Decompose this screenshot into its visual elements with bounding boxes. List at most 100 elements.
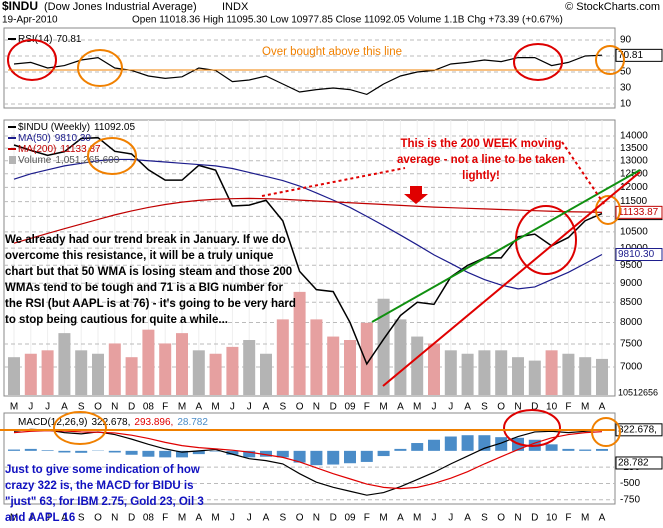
histogram-bar [377, 450, 390, 457]
value-tag: 11133.87 [615, 205, 663, 219]
x-tick-label: M [211, 513, 219, 524]
volume-tag: 10512656 [618, 387, 658, 397]
x-tick-label: N [514, 402, 521, 413]
volume-bar [310, 319, 323, 395]
histogram-bar [75, 450, 88, 453]
legend-name: Volume [18, 155, 52, 166]
x-tick-label: 08 [143, 513, 155, 524]
histogram-bar [125, 450, 138, 455]
macd-comment: Just to give some indication of how craz… [5, 464, 204, 524]
x-tick-label: A [599, 402, 606, 413]
series-line [13, 197, 603, 244]
x-tick-label: J [45, 402, 50, 413]
tag-label: 70.81 [618, 50, 643, 61]
x-tick-label: J [230, 513, 235, 524]
x-tick-label: A [464, 402, 471, 413]
legend-entry: RSI(14) 70.81 [18, 34, 82, 45]
y-tick-label: 9500 [620, 260, 643, 271]
x-tick-label: O [296, 402, 304, 413]
histogram-bar [310, 450, 323, 466]
x-tick-label: S [78, 513, 85, 524]
histogram-bar [260, 450, 272, 457]
x-tick-label: J [247, 402, 252, 413]
volume-bar [512, 357, 524, 395]
volume-bar [192, 350, 205, 395]
volume-bar [579, 357, 592, 395]
quote: Open 11018.36 High 11095.30 Low 10977.85… [132, 15, 563, 26]
volume-bar [293, 291, 306, 395]
x-tick-label: N [111, 513, 118, 524]
histogram-bar [58, 450, 71, 453]
volume-bar [108, 343, 121, 395]
volume-bar [394, 319, 407, 395]
y-tick-label: -750 [620, 494, 640, 505]
y-tick-label: 9000 [620, 278, 643, 289]
x-tick-label: D [330, 402, 337, 413]
pointer-line [561, 141, 605, 205]
date: 19-Apr-2010 [2, 15, 58, 26]
legend-name: $INDU (Weekly) [18, 122, 90, 133]
trend-line [371, 169, 641, 323]
x-tick-label: O [94, 513, 102, 524]
histogram-bar [360, 450, 373, 462]
histogram-bar [24, 448, 37, 451]
circle [87, 137, 137, 175]
y-tick-label: 8000 [620, 317, 643, 328]
histogram-bar [495, 437, 508, 451]
volume-bar [92, 353, 104, 395]
x-tick-label: 10 [546, 513, 558, 524]
x-tick-label: D [128, 513, 135, 524]
circle [7, 39, 57, 81]
source: © StockCharts.com [565, 1, 660, 13]
x-tick-label: M [413, 513, 421, 524]
histogram-bar [159, 450, 172, 458]
x-tick-label: O [94, 402, 102, 413]
legend-entry: $INDU (Weekly) 11092.05 [18, 122, 135, 133]
value-tag: 9810.30 [615, 248, 663, 262]
y-tick-label: 30 [620, 83, 632, 94]
tag-label: 11133.87 [618, 207, 659, 218]
x-tick-label: M [379, 402, 387, 413]
x-tick-label: S [279, 513, 286, 524]
y-tick-label: 13000 [620, 155, 648, 166]
y-tick-label: 50 [620, 67, 632, 78]
x-tick-label: F [565, 513, 571, 524]
circle [77, 49, 123, 87]
y-tick-label: 7000 [620, 362, 643, 373]
x-tick-label: M [10, 402, 18, 413]
volume-bar [41, 350, 54, 395]
volume-bar [243, 340, 256, 395]
volume-bar [545, 350, 558, 395]
x-tick-label: J [230, 402, 235, 413]
volume-bar [444, 350, 457, 395]
histogram-bar [545, 444, 558, 451]
volume-bar [260, 353, 272, 395]
x-tick-label: A [397, 402, 404, 413]
x-tick-label: D [531, 513, 538, 524]
volume-bar [528, 360, 541, 395]
legend-value: 70.81 [56, 34, 81, 45]
x-tick-label: O [497, 402, 505, 413]
volume-bar [8, 357, 20, 395]
tag-box [615, 48, 663, 62]
x-tick-label: M [211, 402, 219, 413]
x-tick-label: J [432, 513, 437, 524]
histogram-bar [108, 450, 121, 453]
legend-entry: Volume 1,051,265,600 [18, 155, 120, 166]
histogram-bar [428, 439, 440, 451]
x-tick-label: A [397, 513, 404, 524]
x-tick-label: A [61, 513, 68, 524]
x-tick-label: 10 [546, 402, 558, 413]
volume-bar [276, 319, 289, 395]
x-tick-label: M [379, 513, 387, 524]
volume-bar [596, 358, 608, 395]
histogram-bar [596, 448, 608, 451]
histogram-bar [243, 450, 256, 458]
histogram-bar [8, 449, 20, 451]
x-tick-label: 09 [344, 402, 356, 413]
volume-bar [24, 353, 37, 395]
series-line [13, 136, 603, 366]
legend-value: 293.896, [134, 417, 173, 428]
x-tick-label: M [178, 402, 186, 413]
histogram-bar [562, 448, 575, 451]
